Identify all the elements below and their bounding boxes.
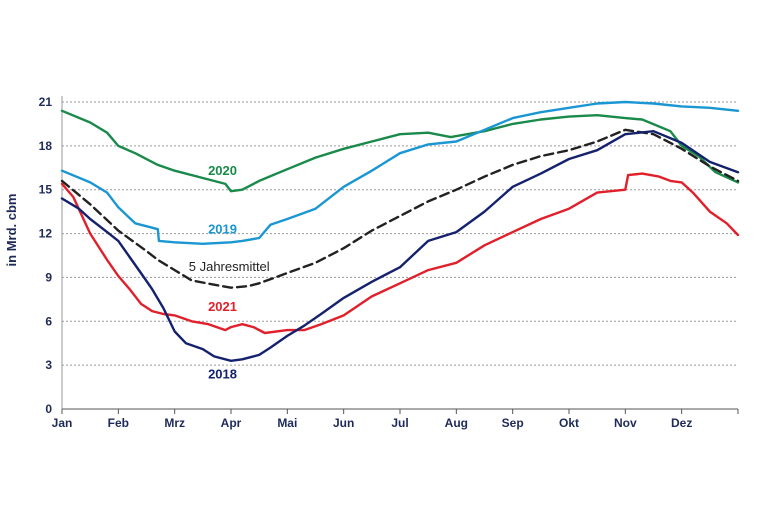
x-tick-label: Apr <box>221 416 242 430</box>
y-tick-label: 15 <box>39 183 53 197</box>
y-tick-label: 0 <box>45 402 52 416</box>
series-label-2018: 2018 <box>208 366 237 381</box>
y-tick-label: 9 <box>45 270 52 284</box>
y-tick-label: 12 <box>39 227 53 241</box>
x-tick-label: Okt <box>559 416 579 430</box>
series-line-5-jahresmittel <box>60 128 740 289</box>
x-tick-label: Dez <box>671 416 692 430</box>
y-axis-ticks: 0 3 6 9 12 15 18 21 <box>39 95 53 416</box>
series-label-2020: 2020 <box>208 163 237 178</box>
y-tick-label: 3 <box>45 358 52 372</box>
x-tick-label: Mai <box>277 416 297 430</box>
x-tick-label: Mrz <box>164 416 185 430</box>
series-label-2021: 2021 <box>208 299 237 314</box>
x-axis: Jan Feb Mrz Apr Mai Jun Jul Aug Sep Okt Nov Dez <box>52 96 739 430</box>
series-line-2020 <box>60 109 740 193</box>
series-label-5-jahresmittel: 5 Jahresmittel <box>189 259 270 274</box>
y-tick-label: 18 <box>39 139 53 153</box>
y-tick-label: 21 <box>39 95 53 109</box>
gridlines <box>62 101 738 366</box>
series-label-2019: 2019 <box>208 222 237 237</box>
x-tick-label: Aug <box>445 416 468 430</box>
y-tick-label: 6 <box>45 314 52 328</box>
series-line-2018 <box>60 130 740 362</box>
y-axis-label: in Mrd. cbm <box>4 194 19 267</box>
x-tick-label: Feb <box>108 416 129 430</box>
x-tick-label: Jun <box>333 416 354 430</box>
series-labels: 2020 2019 5 Jahresmittel 2021 2018 <box>189 163 270 381</box>
x-tick-label: Jul <box>391 416 408 430</box>
series-line-2021 <box>60 172 740 335</box>
series-lines <box>60 100 740 362</box>
series-line-2019 <box>60 100 740 245</box>
x-tick-label: Jan <box>52 416 73 430</box>
x-tick-label: Sep <box>502 416 524 430</box>
x-tick-label: Nov <box>614 416 637 430</box>
